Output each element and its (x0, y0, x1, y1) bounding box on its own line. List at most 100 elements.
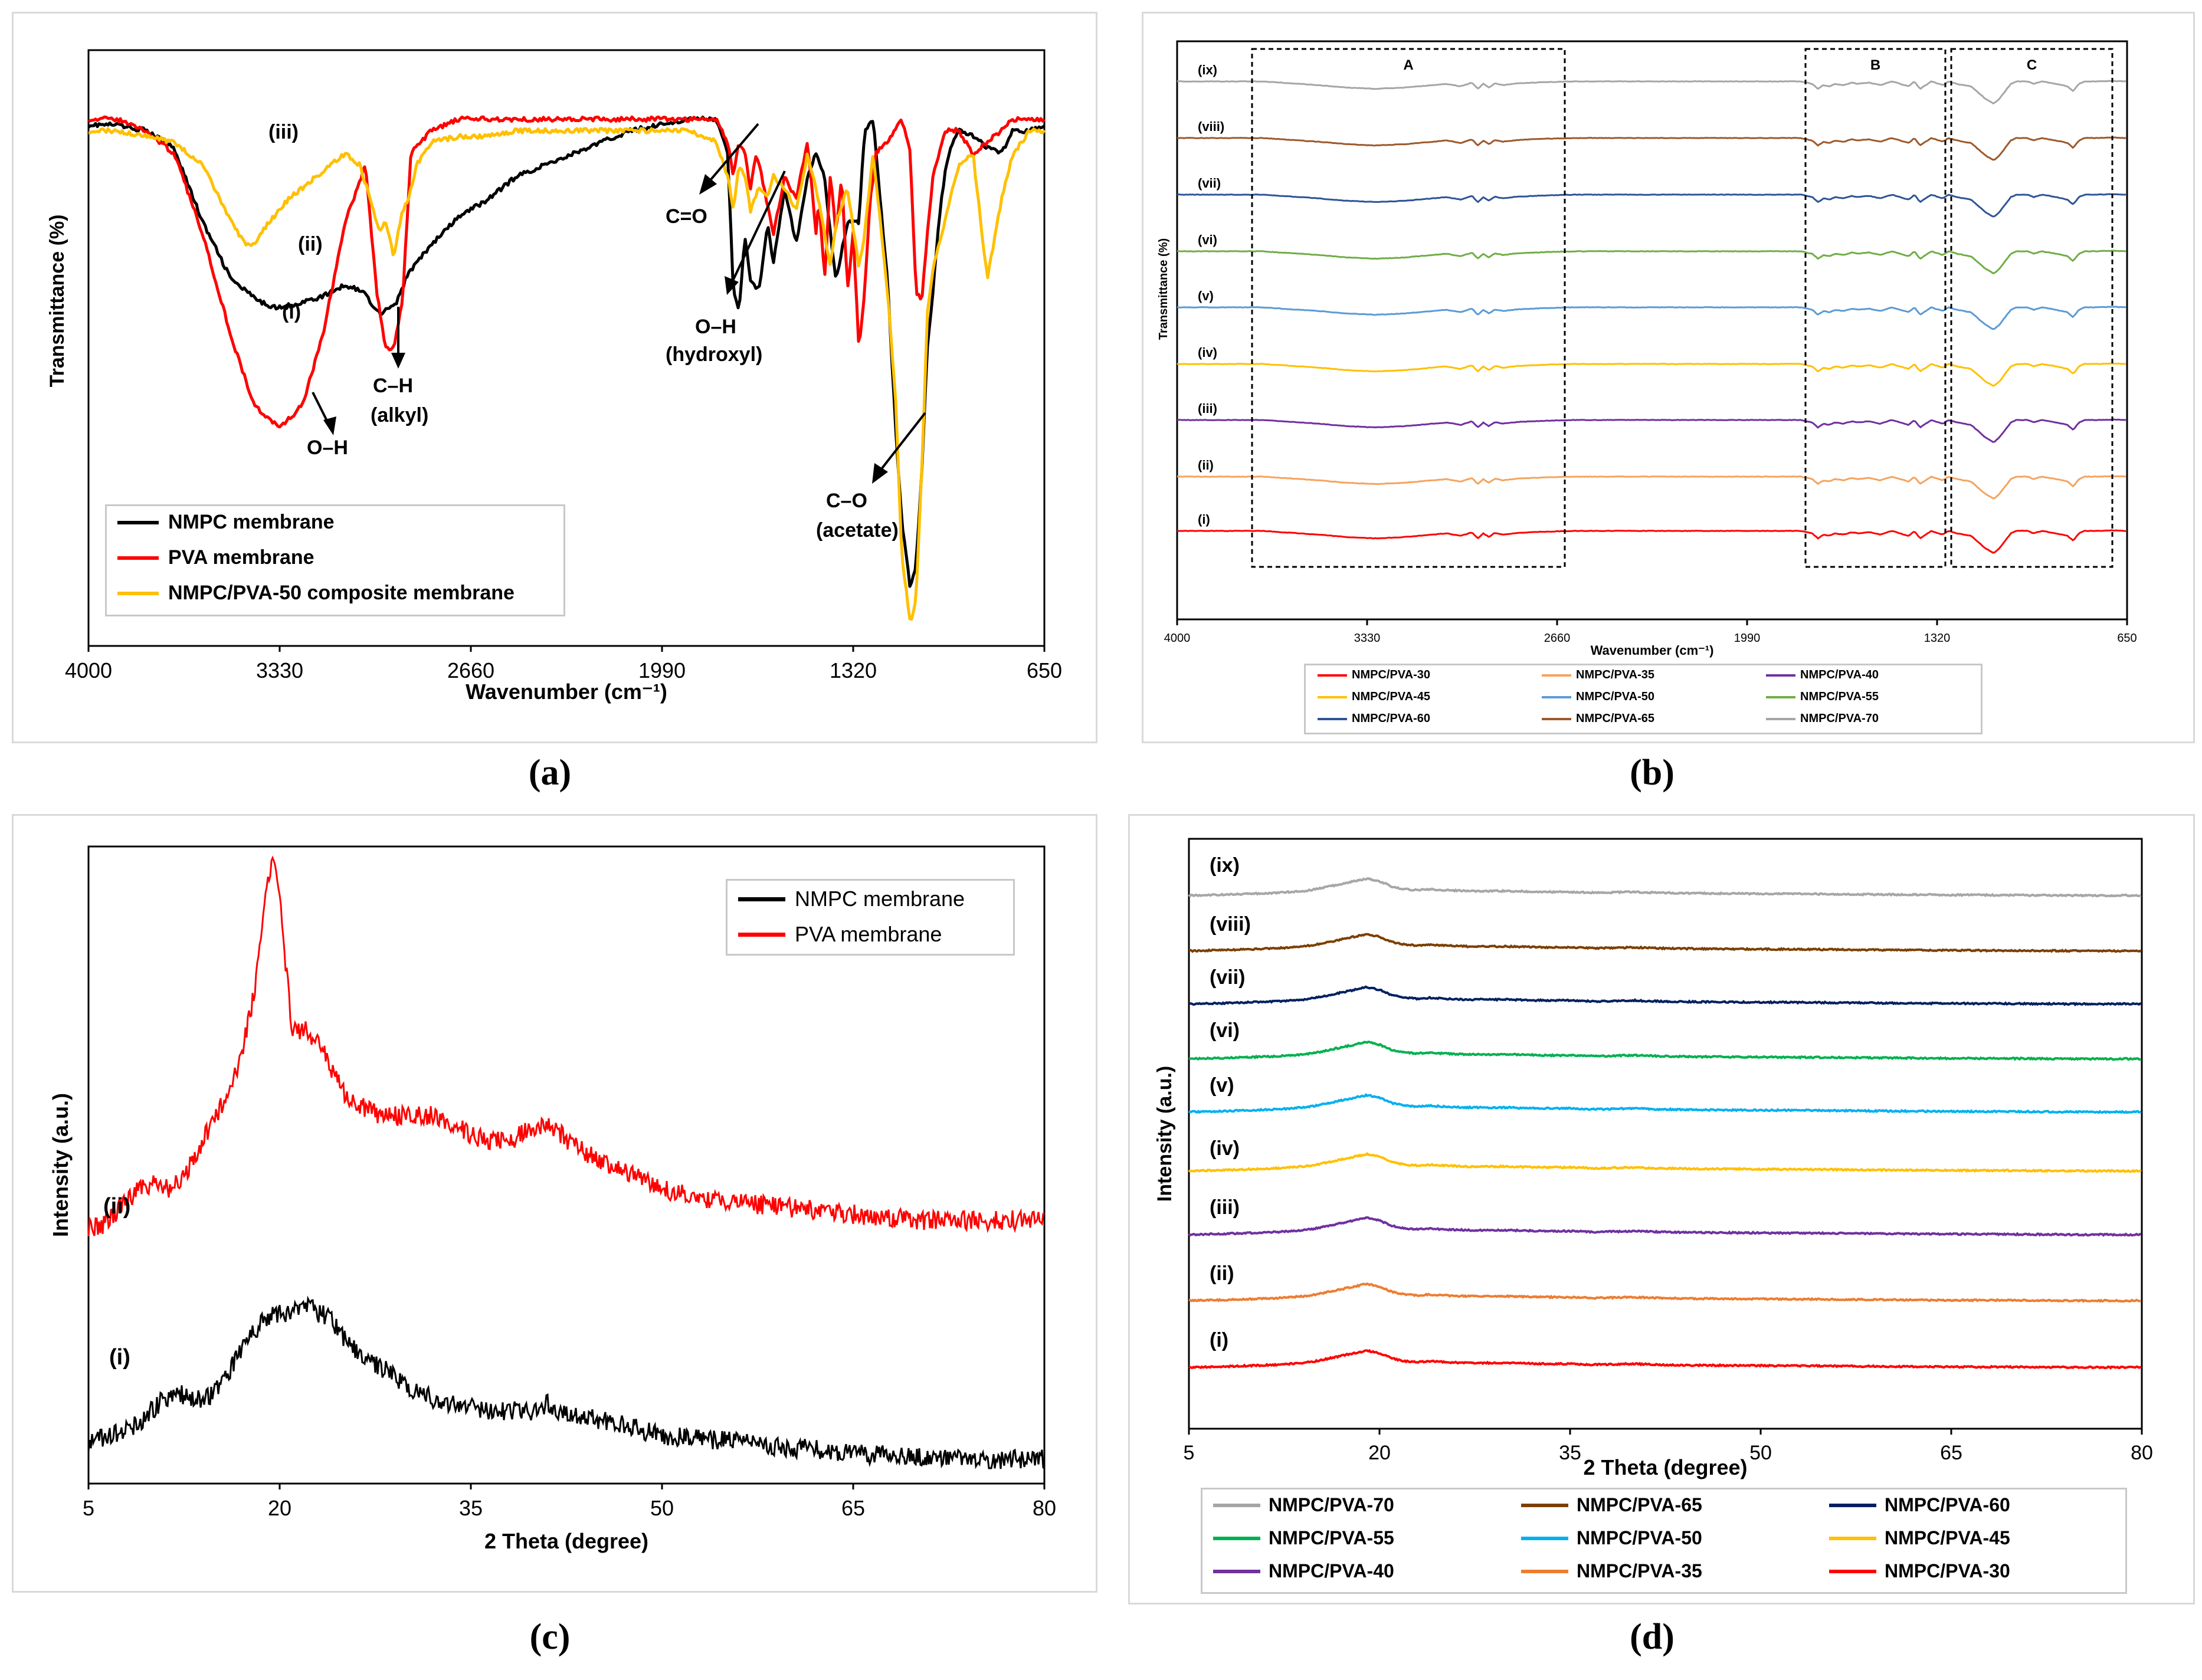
legend-b-swatch-30 (1318, 674, 1347, 677)
plot-a-arrowhead-co (699, 174, 717, 195)
plot-a-arrowhead-acetate (872, 463, 888, 484)
plot-d-series-2 (1188, 1216, 2142, 1237)
plot-d-series-8 (1188, 877, 2142, 898)
legend-b-swatch-65 (1542, 717, 1571, 720)
legend-b-swatch-50 (1542, 695, 1571, 698)
plot-c-ylabel: Intensity (a.u.) (48, 1093, 73, 1237)
plot-d-x-ticklabel-5: 80 (2131, 1442, 2153, 1464)
plot-a-label-alkyl: (alkyl) (371, 404, 428, 426)
legend-d-item-45: NMPC/PVA-45 (1829, 1527, 2010, 1549)
plot-a-frame (87, 49, 1046, 647)
plot-a-x-ticklabel-4: 1320 (830, 658, 877, 682)
plot-a-xlabel: Wavenumber (cm⁻¹) (466, 680, 667, 704)
legend-d-item-35: NMPC/PVA-35 (1521, 1560, 1702, 1582)
plot-b-region-label-b: B (1870, 57, 1880, 73)
plot-d-label-7: (viii) (1210, 913, 1251, 936)
plot-d-x-ticklabel-1: 20 (1368, 1442, 1391, 1464)
plot-c-x-ticklabel-2: 35 (459, 1496, 483, 1520)
plot-b-region-b (1804, 48, 1947, 568)
legend-b-item-35: NMPC/PVA-35 (1542, 668, 1654, 682)
plot-a-label-ii: (ii) (298, 233, 323, 255)
plot-b-label-1: (ii) (1198, 458, 1214, 472)
plot-b-label-3: (iv) (1198, 345, 1217, 360)
legend-a-label-composite: NMPC/PVA-50 composite membrane (168, 582, 515, 604)
legend-d-swatch-50 (1521, 1536, 1568, 1540)
plot-b-x-ticklabel-2: 2660 (1544, 632, 1571, 645)
legend-d-label-40: NMPC/PVA-40 (1269, 1560, 1394, 1581)
legend-b-item-40: NMPC/PVA-40 (1766, 668, 1879, 682)
plot-a-x-ticklabel-0: 4000 (65, 658, 112, 682)
plot-d-label-3: (iv) (1210, 1137, 1240, 1160)
plot-c-series-0 (87, 1295, 1046, 1469)
plot-c-xlabel: 2 Theta (degree) (484, 1529, 648, 1553)
plot-b-xlabel: Wavenumber (cm⁻¹) (1591, 643, 1714, 658)
plot-d-series-3 (1188, 1151, 2142, 1173)
legend-c-item-nmpc: NMPC membrane (738, 887, 965, 911)
plot-b-x-ticklabel-1: 3330 (1354, 632, 1381, 645)
plot-c-x-ticklabel-4: 65 (841, 1496, 865, 1520)
legend-d-item-50: NMPC/PVA-50 (1521, 1527, 1702, 1549)
plot-a-arrowhead-oh (323, 416, 336, 435)
legend-b: NMPC/PVA-30 NMPC/PVA-35 NMPC/PVA-40 NMPC… (1304, 664, 1983, 734)
plot-b-label-8: (ix) (1198, 63, 1217, 77)
plot-b-series-6 (1177, 193, 2126, 218)
legend-b-label-40: NMPC/PVA-40 (1800, 668, 1879, 681)
legend-d-item-60: NMPC/PVA-60 (1829, 1494, 2010, 1516)
legend-a-item-pva: PVA membrane (117, 546, 314, 569)
plot-a-label-oh2: O–H (695, 316, 736, 338)
plot-a-ylabel: Transmittance (%) (46, 215, 68, 388)
plot-a-label-oh: O–H (307, 437, 348, 459)
legend-d: NMPC/PVA-70 NMPC/PVA-65 NMPC/PVA-60 NMPC… (1201, 1488, 2127, 1594)
legend-d-label-45: NMPC/PVA-45 (1885, 1527, 2010, 1548)
plot-d-series-4 (1188, 1092, 2142, 1114)
legend-b-item-55: NMPC/PVA-55 (1766, 690, 1879, 704)
plot-b-series-8 (1177, 80, 2126, 105)
legend-c-swatch-pva (738, 932, 785, 937)
legend-a-swatch-pva (117, 556, 159, 560)
legend-d-label-30: NMPC/PVA-30 (1885, 1560, 2010, 1581)
legend-b-label-65: NMPC/PVA-65 (1576, 712, 1654, 725)
plot-a-label-c-o: C–O (826, 490, 867, 512)
legend-d-item-65: NMPC/PVA-65 (1521, 1494, 1702, 1516)
plot-a-label-i: (i) (282, 301, 301, 323)
legend-b-item-65: NMPC/PVA-65 (1542, 712, 1654, 726)
legend-b-swatch-60 (1318, 717, 1347, 720)
plot-a-series-0 (87, 116, 1046, 588)
plot-b-region-label-a: A (1403, 57, 1413, 73)
legend-d-item-55: NMPC/PVA-55 (1213, 1527, 1394, 1549)
plot-a-label-ch: C–H (373, 375, 413, 397)
plot-d-label-0: (i) (1210, 1329, 1228, 1351)
legend-d-label-70: NMPC/PVA-70 (1269, 1494, 1394, 1515)
legend-d-label-60: NMPC/PVA-60 (1885, 1494, 2010, 1515)
legend-a-swatch-composite (117, 591, 159, 595)
plot-b-frame (1176, 40, 2128, 621)
legend-d-swatch-70 (1213, 1503, 1260, 1507)
legend-b-swatch-45 (1318, 695, 1347, 698)
plot-d-x-ticklabel-2: 35 (1559, 1442, 1581, 1464)
caption-a: (a) (528, 753, 572, 793)
plot-b-region-c (1950, 48, 2113, 568)
legend-b-label-55: NMPC/PVA-55 (1800, 690, 1879, 703)
legend-d-label-35: NMPC/PVA-35 (1577, 1560, 1702, 1581)
plot-d-label-2: (iii) (1210, 1196, 1240, 1219)
legend-d-swatch-65 (1521, 1503, 1568, 1507)
legend-c-label-pva: PVA membrane (795, 922, 942, 946)
plot-d-series-1 (1188, 1282, 2142, 1303)
legend-b-item-50: NMPC/PVA-50 (1542, 690, 1654, 704)
legend-d-swatch-35 (1521, 1569, 1568, 1573)
plot-b-x-ticklabel-0: 4000 (1164, 632, 1191, 645)
legend-d-swatch-55 (1213, 1536, 1260, 1540)
legend-b-label-30: NMPC/PVA-30 (1352, 668, 1430, 681)
plot-b-region-a (1251, 48, 1566, 568)
plot-d-ylabel: Intensity (a.u.) (1154, 1066, 1176, 1202)
legend-d-label-50: NMPC/PVA-50 (1577, 1527, 1702, 1548)
legend-b-item-60: NMPC/PVA-60 (1318, 712, 1430, 726)
plot-b-x-ticklabel-4: 1320 (1924, 632, 1951, 645)
plot-b-series-5 (1177, 250, 2126, 275)
plot-b-label-4: (v) (1198, 288, 1214, 303)
plot-b-ylabel: Transmittance (%) (1157, 238, 1170, 340)
plot-b-region-label-c: C (2027, 57, 2037, 73)
caption-b: (b) (1630, 753, 1675, 793)
plot-b-label-5: (vi) (1198, 232, 1217, 247)
